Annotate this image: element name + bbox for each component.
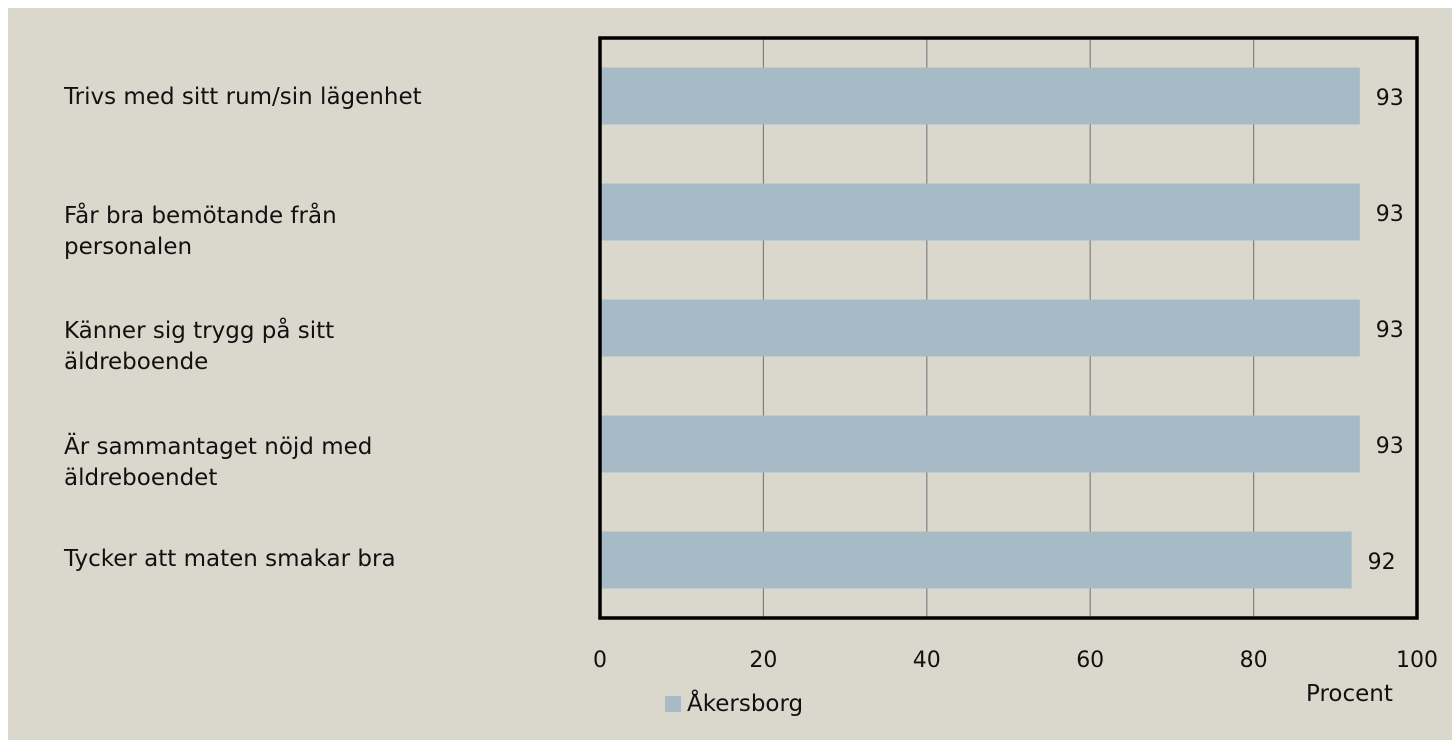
- legend-swatch: [665, 696, 681, 712]
- data-label: 92: [1368, 550, 1396, 575]
- bar: [600, 531, 1352, 589]
- x-tick-label: 60: [1076, 648, 1104, 673]
- chart-container: 93 93 93 93 92 0 20 40 60 80 100 Trivs med sitt ru…: [8, 8, 1452, 740]
- bar: [600, 415, 1360, 473]
- plot-frame: [598, 36, 1419, 620]
- data-label: 93: [1376, 86, 1404, 111]
- x-tick-label: 80: [1240, 648, 1268, 673]
- legend: Åkersborg: [665, 691, 803, 717]
- bar: [600, 299, 1360, 357]
- bar: [600, 183, 1360, 241]
- x-tick-label: 40: [913, 648, 941, 673]
- bar-chart: 93 93 93 93 92 0 20 40 60 80 100: [593, 36, 1438, 673]
- x-tick-label: 0: [593, 648, 607, 673]
- category-label: Känner sig trygg på sitt äldreboende: [64, 318, 335, 375]
- category-label: Tycker att maten smakar bra: [64, 546, 396, 572]
- category-label: Får bra bemötande från personalen: [64, 203, 337, 260]
- x-tick-label: 100: [1396, 648, 1438, 673]
- legend-label: Åkersborg: [687, 691, 804, 717]
- category-label: Trivs med sitt rum/sin lägenhet: [64, 84, 422, 110]
- data-label: 93: [1376, 202, 1404, 227]
- x-axis-label: Procent: [1306, 681, 1393, 707]
- x-tick-label: 20: [749, 648, 777, 673]
- data-label: 93: [1376, 434, 1404, 459]
- category-label: Är sammantaget nöjd med äldreboendet: [64, 434, 373, 491]
- data-label: 93: [1376, 318, 1404, 343]
- bar: [600, 67, 1360, 125]
